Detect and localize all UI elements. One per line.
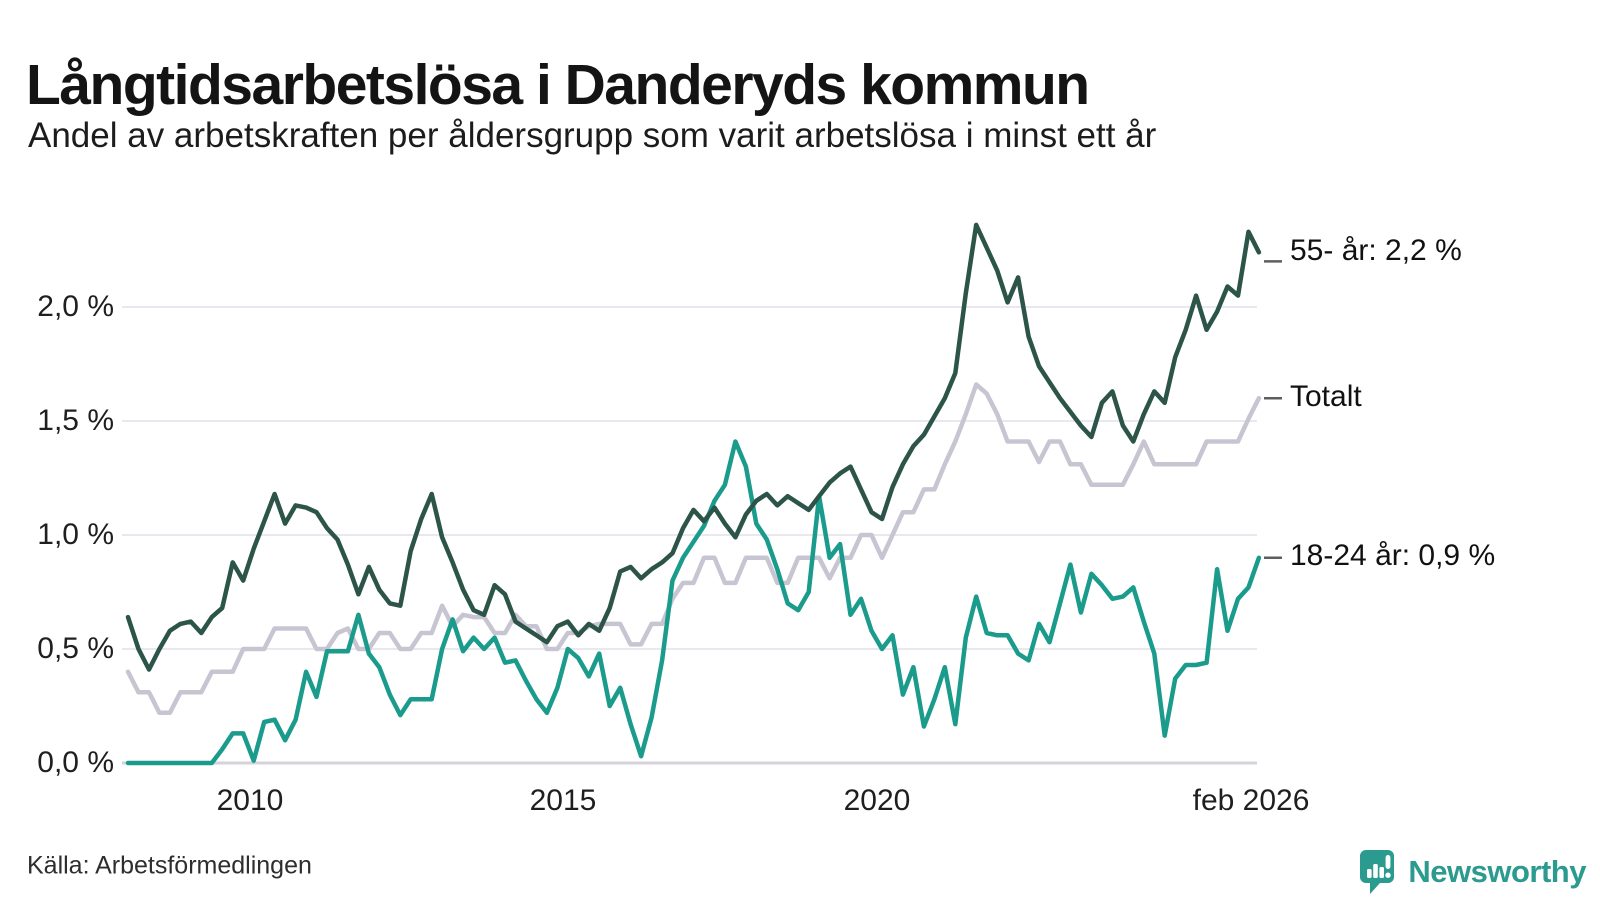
series-label-18-24-ar: 18-24 år: 0,9 % <box>1290 539 1496 572</box>
series-line-totalt <box>125 382 1262 716</box>
series-line-55-r <box>125 222 1262 672</box>
y-tick-2-0: 2,0 % <box>37 290 114 323</box>
page-title: Långtidsarbetslösa i Danderyds kommun <box>26 53 1090 118</box>
y-tick-1-5: 1,5 % <box>37 404 114 437</box>
series-label-totalt: Totalt <box>1290 380 1362 413</box>
y-tick-0-0: 0,0 % <box>37 746 114 779</box>
newsworthy-logo-icon <box>1360 850 1395 894</box>
newsworthy-brand: Newsworthy <box>1360 850 1586 894</box>
series-label-55-ar: 55- år: 2,2 % <box>1290 234 1462 267</box>
x-tick-feb-2026: feb 2026 <box>1192 784 1310 817</box>
x-tick-2020: 2020 <box>843 784 911 817</box>
y-tick-0-5: 0,5 % <box>37 632 114 665</box>
chart-subtitle: Andel av arbetskraften per åldersgrupp s… <box>28 116 1157 155</box>
x-tick-2010: 2010 <box>216 784 284 817</box>
x-tick-2015: 2015 <box>529 784 597 817</box>
newsworthy-wordmark: Newsworthy <box>1408 854 1586 889</box>
y-tick-1-0: 1,0 % <box>37 518 114 551</box>
series-line-18-24-r <box>125 439 1262 766</box>
source-note: Källa: Arbetsförmedlingen <box>27 851 312 880</box>
